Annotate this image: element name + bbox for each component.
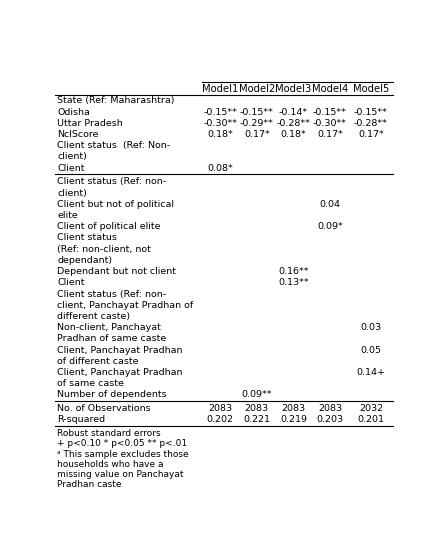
Text: NclScore: NclScore bbox=[57, 130, 99, 139]
Text: 2083: 2083 bbox=[208, 404, 232, 413]
Text: Client status  (Ref: Non-: Client status (Ref: Non- bbox=[57, 141, 170, 150]
Text: 0.221: 0.221 bbox=[243, 416, 271, 424]
Text: 0.16**: 0.16** bbox=[278, 267, 309, 276]
Text: 2083: 2083 bbox=[318, 404, 342, 413]
Text: (Ref: non-client, not: (Ref: non-client, not bbox=[57, 245, 151, 254]
Text: Client, Panchayat Pradhan: Client, Panchayat Pradhan bbox=[57, 346, 183, 354]
Text: 0.03: 0.03 bbox=[361, 323, 382, 332]
Text: elite: elite bbox=[57, 211, 78, 220]
Text: ᵃ This sample excludes those: ᵃ This sample excludes those bbox=[57, 450, 189, 459]
Text: 0.17*: 0.17* bbox=[317, 130, 343, 139]
Text: Robust standard errors: Robust standard errors bbox=[57, 429, 161, 438]
Text: -0.14*: -0.14* bbox=[279, 108, 308, 116]
Text: 0.13**: 0.13** bbox=[278, 278, 309, 287]
Text: 0.202: 0.202 bbox=[207, 416, 234, 424]
Text: Number of dependents: Number of dependents bbox=[57, 390, 167, 399]
Text: Client: Client bbox=[57, 164, 85, 172]
Text: Client status (Ref: non-: Client status (Ref: non- bbox=[57, 178, 166, 186]
Text: 0.203: 0.203 bbox=[316, 416, 343, 424]
Text: No. of Observations: No. of Observations bbox=[57, 404, 151, 413]
Text: 0.08*: 0.08* bbox=[208, 164, 233, 172]
Text: 0.219: 0.219 bbox=[280, 416, 307, 424]
Text: 0.201: 0.201 bbox=[357, 416, 385, 424]
Text: Odisha: Odisha bbox=[57, 108, 90, 116]
Text: -0.29**: -0.29** bbox=[240, 119, 274, 128]
Text: Model1: Model1 bbox=[202, 84, 239, 94]
Text: of different caste: of different caste bbox=[57, 357, 139, 366]
Text: -0.30**: -0.30** bbox=[313, 119, 347, 128]
Text: 0.18*: 0.18* bbox=[281, 130, 306, 139]
Text: client, Panchayat Pradhan of: client, Panchayat Pradhan of bbox=[57, 301, 194, 310]
Text: Client: Client bbox=[57, 278, 85, 287]
Text: Client but not of political: Client but not of political bbox=[57, 200, 174, 209]
Text: of same caste: of same caste bbox=[57, 379, 124, 388]
Text: households who have a: households who have a bbox=[57, 460, 164, 469]
Text: 0.05: 0.05 bbox=[361, 346, 382, 354]
Text: client): client) bbox=[57, 189, 87, 198]
Text: Client status (Ref: non-: Client status (Ref: non- bbox=[57, 290, 166, 298]
Text: -0.28**: -0.28** bbox=[277, 119, 310, 128]
Text: 0.17*: 0.17* bbox=[244, 130, 270, 139]
Text: -0.15**: -0.15** bbox=[240, 108, 274, 116]
Text: missing value on Panchayat: missing value on Panchayat bbox=[57, 470, 184, 479]
Text: Non-client, Panchayat: Non-client, Panchayat bbox=[57, 323, 161, 332]
Text: Client of political elite: Client of political elite bbox=[57, 222, 161, 231]
Text: 0.14+: 0.14+ bbox=[357, 368, 385, 377]
Text: 2032: 2032 bbox=[359, 404, 383, 413]
Text: 0.17*: 0.17* bbox=[358, 130, 384, 139]
Text: -0.15**: -0.15** bbox=[203, 108, 237, 116]
Text: client): client) bbox=[57, 152, 87, 161]
Text: -0.15**: -0.15** bbox=[313, 108, 347, 116]
Text: Uttar Pradesh: Uttar Pradesh bbox=[57, 119, 123, 128]
Text: 0.04: 0.04 bbox=[319, 200, 340, 209]
Text: State (Ref: Maharashtra): State (Ref: Maharashtra) bbox=[57, 96, 175, 105]
Text: Model3: Model3 bbox=[275, 84, 312, 94]
Text: Model4: Model4 bbox=[312, 84, 348, 94]
Text: Model2: Model2 bbox=[239, 84, 275, 94]
Text: Model5: Model5 bbox=[353, 84, 389, 94]
Text: 2083: 2083 bbox=[281, 404, 305, 413]
Text: Pradhan of same caste: Pradhan of same caste bbox=[57, 334, 166, 343]
Text: different caste): different caste) bbox=[57, 312, 131, 321]
Text: dependant): dependant) bbox=[57, 256, 112, 265]
Text: 0.09**: 0.09** bbox=[242, 390, 272, 399]
Text: 0.18*: 0.18* bbox=[208, 130, 233, 139]
Text: Dependant but not client: Dependant but not client bbox=[57, 267, 177, 276]
Text: + p<0.10 * p<0.05 ** p<.01: + p<0.10 * p<0.05 ** p<.01 bbox=[57, 439, 187, 448]
Text: 0.09*: 0.09* bbox=[317, 222, 343, 231]
Text: Client status: Client status bbox=[57, 234, 117, 242]
Text: 2083: 2083 bbox=[245, 404, 269, 413]
Text: R-squared: R-squared bbox=[57, 416, 105, 424]
Text: -0.28**: -0.28** bbox=[354, 119, 388, 128]
Text: Client, Panchayat Pradhan: Client, Panchayat Pradhan bbox=[57, 368, 183, 377]
Text: Pradhan caste: Pradhan caste bbox=[57, 480, 122, 489]
Text: -0.15**: -0.15** bbox=[354, 108, 388, 116]
Text: -0.30**: -0.30** bbox=[203, 119, 237, 128]
